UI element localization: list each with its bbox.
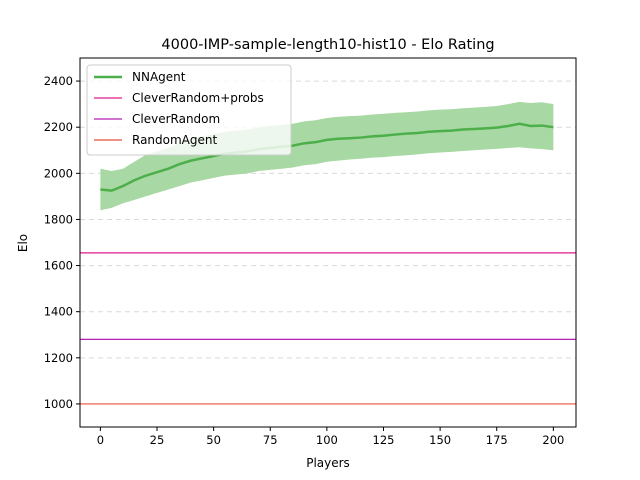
- legend-label-nnagent: NNAgent: [132, 70, 186, 84]
- y-axis-label: Elo: [16, 234, 30, 252]
- y-tick-label: 2200: [44, 120, 73, 134]
- x-tick-label: 75: [263, 433, 278, 447]
- y-tick-label: 1800: [44, 212, 73, 226]
- plot-frame: [79, 57, 577, 428]
- y-tick-label: 2000: [44, 166, 73, 180]
- x-tick-label: 0: [97, 433, 104, 447]
- x-tick-label: 200: [542, 433, 564, 447]
- chart-title: 4000-IMP-sample-length10-hist10 - Elo Ra…: [161, 37, 494, 53]
- legend-label-cleverrandom: CleverRandom: [132, 112, 220, 126]
- y-tick-label: 2400: [44, 74, 73, 88]
- legend-box: [86, 64, 292, 156]
- y-tick-label: 1400: [44, 305, 73, 319]
- legend-label-randomagent: RandomAgent: [132, 133, 217, 147]
- y-tick-label: 1200: [44, 351, 73, 365]
- nnagent-line: [100, 122, 554, 192]
- x-tick-label: 125: [373, 433, 395, 447]
- x-tick-label: 150: [429, 433, 451, 447]
- series-bands: [100, 101, 554, 211]
- x-tick-label: 175: [486, 433, 508, 447]
- x-tick-label: 50: [206, 433, 221, 447]
- x-tick-label: 100: [316, 433, 338, 447]
- y-tick-label: 1000: [44, 397, 73, 411]
- legend: NNAgent CleverRandom+probs CleverRandom Ran…: [86, 64, 292, 156]
- y-axis-ticks: 1000 1200 1400 1600 1800 2000 2200 2400: [44, 74, 80, 411]
- series-lines: [80, 122, 576, 405]
- x-axis-label: Players: [306, 456, 350, 470]
- y-tick-label: 1600: [44, 259, 73, 273]
- nnagent-confidence-band: [100, 101, 554, 211]
- legend-label-cleverrandom-probs: CleverRandom+probs: [132, 91, 264, 105]
- x-tick-label: 25: [150, 433, 165, 447]
- x-axis-ticks: 0 25 50 75 100 125 150 175 200: [97, 427, 564, 447]
